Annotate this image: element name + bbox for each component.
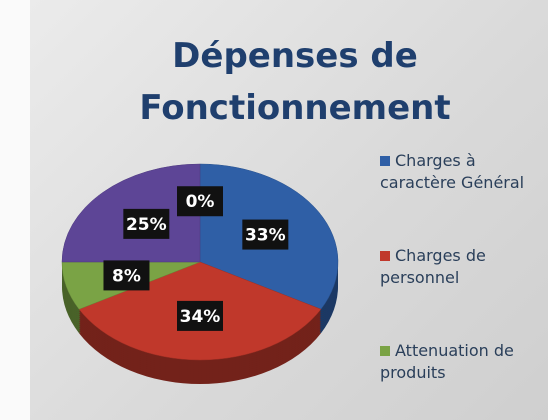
legend-label: Attenuation de produits [380,341,514,382]
data-label-box [123,208,170,239]
legend-label: Charges à caractère Général [380,151,525,192]
legend-swatch [380,156,390,166]
data-label: 0% [186,192,215,212]
legend-text-box: Charges de personnel [380,245,540,289]
chart-title: Dépenses de Fonctionnement [139,36,451,128]
data-label-box [177,300,223,331]
legend-label: Charges de personnel [380,246,486,287]
data-label: 34% [180,307,221,327]
legend-text-box: Attenuation de produits [380,340,540,384]
data-label-box [103,260,150,291]
legend-swatch [380,346,390,356]
slide-border [0,0,30,420]
data-label-box [242,219,289,250]
legend-entry: Charges de personnel [380,245,548,289]
legend-entry: Attenuation de produits [380,340,548,384]
data-label: 33% [245,226,286,246]
data-label: 25% [126,215,167,235]
legend-entry: Charges à caractère Général [380,150,548,194]
legend-swatch [380,251,390,261]
legend-text-box: Charges à caractère Général [380,150,540,194]
data-label: 8% [112,266,141,286]
data-label-box [177,186,223,217]
